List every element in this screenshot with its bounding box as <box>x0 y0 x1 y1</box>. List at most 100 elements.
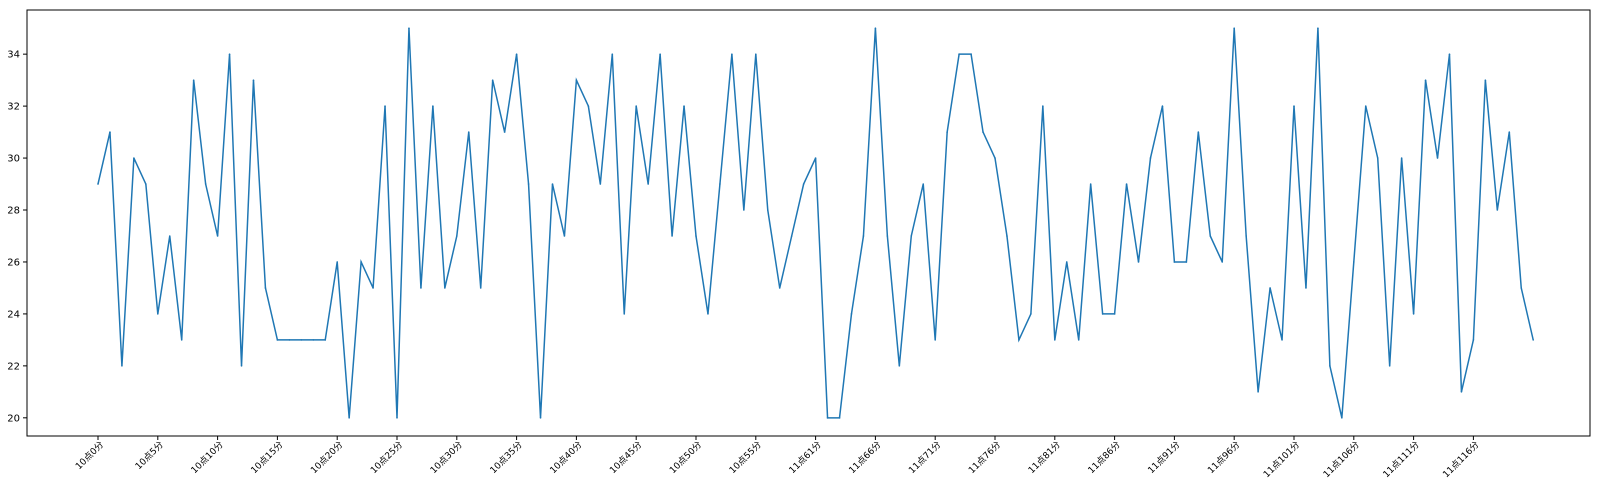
data-point <box>731 53 733 55</box>
data-point <box>671 235 673 237</box>
data-point <box>145 183 147 185</box>
data-point <box>743 209 745 211</box>
data-point <box>348 417 350 419</box>
data-point <box>312 339 315 341</box>
data-point <box>707 313 709 315</box>
data-point <box>1496 209 1499 211</box>
data-point <box>1353 261 1355 263</box>
data-point <box>97 183 99 185</box>
data-point <box>886 235 889 237</box>
data-point <box>755 53 757 55</box>
data-point <box>1101 313 1104 315</box>
x-tick-label: 11点86分 <box>1086 439 1123 476</box>
data-point <box>1436 157 1439 159</box>
data-point <box>1484 79 1487 81</box>
data-point <box>515 53 518 55</box>
data-point <box>1508 131 1511 133</box>
data-point <box>1293 105 1295 107</box>
data-point <box>934 339 936 341</box>
data-point <box>802 183 805 185</box>
data-point <box>647 183 649 185</box>
x-tick-label: 11点61分 <box>787 439 824 476</box>
data-point <box>456 235 458 237</box>
data-point <box>1388 365 1391 367</box>
data-point <box>922 183 925 185</box>
data-point <box>1030 313 1032 315</box>
y-tick-label: 20 <box>7 413 20 424</box>
data-point <box>479 287 482 289</box>
x-tick-label: 10点5分 <box>133 439 166 472</box>
x-tick-label: 10点55分 <box>727 439 764 476</box>
data-point <box>1113 313 1116 315</box>
y-axis: 20 22 24 26 28 30 32 34 <box>7 50 27 424</box>
data-point <box>766 209 769 211</box>
data-point <box>396 417 398 419</box>
data-point <box>432 105 434 107</box>
x-tick-label: 10点25分 <box>368 439 405 476</box>
data-point <box>1018 339 1020 341</box>
y-tick-label: 22 <box>7 361 20 372</box>
data-point <box>133 157 135 159</box>
x-tick-label: 10点20分 <box>309 439 346 476</box>
data-point <box>204 183 207 185</box>
data-point <box>1185 261 1188 263</box>
data-point <box>659 53 661 55</box>
data-point <box>372 287 374 289</box>
data-point <box>1400 157 1403 159</box>
y-tick-label: 32 <box>7 102 20 113</box>
y-tick-label: 34 <box>7 50 20 61</box>
data-point <box>324 339 327 341</box>
data-point <box>264 287 267 289</box>
x-tick-label: 11点101分 <box>1261 439 1302 480</box>
data-point <box>444 287 446 289</box>
data-point <box>420 287 422 289</box>
y-tick-label: 24 <box>7 309 20 320</box>
data-point <box>778 287 781 289</box>
data-point <box>467 131 470 133</box>
data-point <box>1532 339 1534 341</box>
x-axis: 10点0分 10点5分 10点10分 10点15分 10点20分 10点25分 10点30分… <box>73 436 1482 480</box>
data-point <box>527 183 530 185</box>
data-point <box>1520 287 1523 289</box>
x-tick-label: 11点66分 <box>847 439 884 476</box>
data-point <box>551 183 554 185</box>
data-point <box>216 235 219 237</box>
data-point <box>360 261 362 263</box>
data-point <box>790 235 793 237</box>
data-point <box>635 105 637 107</box>
data-point <box>826 417 829 419</box>
x-tick-label: 10点40分 <box>548 439 585 476</box>
data-point <box>491 79 494 81</box>
x-tick-label: 10点50分 <box>667 439 704 476</box>
data-point <box>1317 27 1319 29</box>
data-point <box>300 339 303 341</box>
x-tick-label: 10点10分 <box>189 439 226 476</box>
data-point <box>850 313 853 315</box>
data-point <box>384 105 386 107</box>
data-point <box>563 235 566 237</box>
x-tick-label: 11点76分 <box>966 439 1003 476</box>
data-point <box>1006 235 1008 237</box>
data-point <box>1161 105 1164 107</box>
data-point <box>539 417 542 419</box>
data-point <box>874 27 877 29</box>
x-tick-label: 11点116分 <box>1441 439 1482 480</box>
data-point <box>1341 417 1343 419</box>
data-point <box>503 131 506 133</box>
x-tick-label: 11点91分 <box>1146 439 1183 476</box>
data-point <box>240 365 243 367</box>
data-point <box>994 157 996 159</box>
data-point <box>910 235 913 237</box>
data-point <box>252 79 255 81</box>
data-point <box>1209 235 1212 237</box>
data-point <box>946 131 948 133</box>
x-tick-label: 10点15分 <box>249 439 286 476</box>
x-tick-label: 10点0分 <box>73 439 106 472</box>
data-point <box>958 53 960 55</box>
data-point <box>1089 183 1092 185</box>
y-tick-label: 26 <box>7 257 20 268</box>
data-point <box>982 131 984 133</box>
data-point <box>1424 79 1427 81</box>
data-point <box>862 235 865 237</box>
